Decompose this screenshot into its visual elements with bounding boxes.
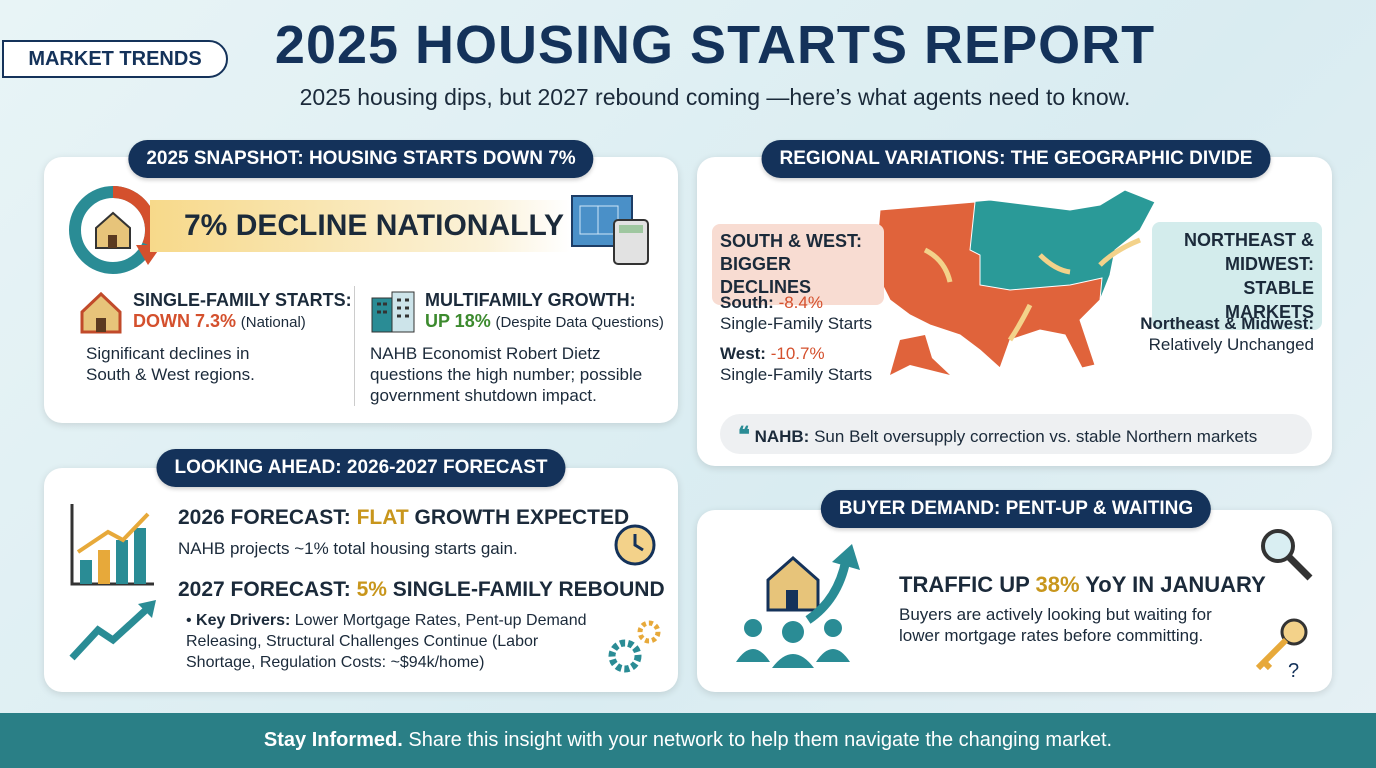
stat-value: -10.7% — [770, 344, 825, 363]
f-highlight: 5% — [356, 578, 387, 601]
svg-text:?: ? — [1288, 660, 1299, 682]
subtitle: 2025 housing dips, but 2027 rebound comi… — [299, 84, 1131, 110]
banner: 7% DECLINE NATIONALLY — [150, 200, 570, 252]
forecast-panel — [44, 468, 678, 692]
stat-value: -8.4% — [778, 293, 823, 312]
sf-title: SINGLE-FAMILY STARTS: — [133, 290, 352, 310]
sf-note: (National) — [240, 314, 306, 331]
multifamily: MULTIFAMILY GROWTH: UP 18% (Despite Data… — [425, 290, 675, 333]
quote-source: NAHB: — [754, 427, 810, 446]
footer-lead: Stay Informed. — [263, 729, 403, 751]
footer-text: Share this insight with your network to … — [408, 729, 1113, 751]
sf-text: Significant declines in South & West reg… — [86, 344, 255, 384]
northeast-stat: Northeast & Midwest: Relatively Unchanged — [1110, 313, 1314, 355]
drivers-text: Lower Mortgage Rates, Pent-up Demand Rel… — [186, 612, 587, 671]
divider — [354, 286, 355, 406]
demand-text: Buyers are actively looking but waiting … — [899, 605, 1212, 645]
f-highlight: FLAT — [356, 506, 409, 529]
stat-text: Relatively Unchanged — [1148, 335, 1314, 354]
drivers-label: Key Drivers: — [196, 612, 291, 629]
f-prefix: 2027 FORECAST: — [178, 578, 351, 601]
mf-text: NAHB Economist Robert Dietz questions th… — [370, 344, 643, 405]
f2026-title: 2026 FORECAST: FLAT GROWTH EXPECTED — [178, 506, 629, 530]
growth-icons — [69, 504, 156, 661]
stat-text: Single-Family Starts — [720, 365, 873, 384]
stat-label: South: — [720, 293, 774, 312]
west-stat: West: -10.7% Single-Family Starts — [720, 343, 890, 385]
badge: MARKET TRENDS — [2, 40, 228, 78]
d-suffix: YoY IN JANUARY — [1085, 572, 1266, 597]
sf-stat: DOWN 7.3% — [133, 311, 237, 331]
quote-mark: ❝ — [738, 422, 750, 447]
f2026-text: NAHB projects ~1% total housing starts g… — [178, 539, 518, 558]
f2027-title: 2027 FORECAST: 5% SINGLE-FAMILY REBOUND — [178, 578, 665, 602]
mf-note: (Despite Data Questions) — [495, 314, 664, 331]
clock-icon — [614, 524, 656, 566]
demand-title: TRAFFIC UP 38% YoY IN JANUARY — [899, 572, 1266, 598]
quote: ❝ NAHB: Sun Belt oversupply correction v… — [720, 414, 1312, 454]
south-stat: South: -8.4% Single-Family Starts — [720, 292, 890, 334]
section-heading: BUYER DEMAND: PENT-UP & WAITING — [820, 490, 1212, 528]
stat-label: Northeast & Midwest: — [1140, 314, 1314, 333]
stat-label: West: — [720, 344, 766, 363]
section-heading: REGIONAL VARIATIONS: THE GEOGRAPHIC DIVI… — [761, 140, 1271, 178]
blueprint-icon — [571, 195, 649, 265]
single-family: SINGLE-FAMILY STARTS: DOWN 7.3% (Nationa… — [133, 290, 353, 333]
f-suffix: SINGLE-FAMILY REBOUND — [392, 578, 665, 601]
mf-title: MULTIFAMILY GROWTH: — [425, 290, 636, 310]
section-heading: 2025 SNAPSHOT: HOUSING STARTS DOWN 7% — [128, 140, 594, 178]
f-prefix: 2026 FORECAST: — [178, 506, 351, 529]
title: 2025 HOUSING STARTS REPORT — [274, 15, 1156, 75]
building-icon — [371, 291, 415, 333]
section-heading: LOOKING AHEAD: 2026-2027 FORECAST — [156, 449, 566, 487]
footer: Stay Informed. Share this insight with y… — [0, 713, 1376, 768]
d-highlight: 38% — [1035, 572, 1080, 597]
house-icon — [80, 291, 122, 334]
quote-text: Sun Belt oversupply correction vs. stabl… — [814, 427, 1258, 446]
buyers-icon — [736, 544, 860, 668]
search-key-icons: ? — [1255, 529, 1313, 682]
northeast-label: NORTHEAST & MIDWEST: STABLE MARKETS — [1152, 222, 1322, 330]
d-prefix: TRAFFIC UP — [899, 572, 1030, 597]
stat-text: Single-Family Starts — [720, 314, 873, 333]
f-suffix: GROWTH EXPECTED — [414, 506, 630, 529]
f2027-drivers: • Key Drivers: Lower Mortgage Rates, Pen… — [186, 612, 587, 671]
gears-icon — [608, 620, 661, 673]
mf-stat: UP 18% — [425, 311, 491, 331]
south-west-label: SOUTH & WEST: BIGGER DECLINES — [712, 224, 884, 305]
us-map — [874, 190, 1156, 375]
